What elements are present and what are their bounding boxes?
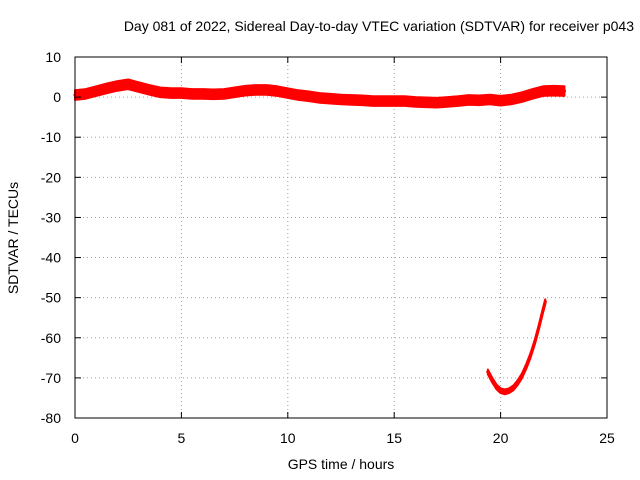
- data-point: [328, 97, 332, 101]
- data-point: [528, 354, 532, 358]
- data-point: [211, 92, 215, 96]
- data-point: [403, 99, 407, 103]
- data-point: [499, 389, 503, 393]
- y-tick-label: -80: [41, 410, 61, 426]
- y-tick-label: 0: [53, 89, 61, 105]
- data-point: [524, 365, 528, 369]
- data-point: [179, 91, 183, 95]
- data-point: [265, 88, 269, 92]
- tick-labels: 0 5 10 15 20 25 10 0 -10 -20 -30 -40 -50 -60 -70 -80: [41, 49, 615, 446]
- data-point: [488, 98, 492, 101]
- data-point: [190, 92, 194, 96]
- data-point: [467, 98, 471, 102]
- x-axis-label: GPS time / hours: [287, 456, 395, 472]
- data-point: [307, 94, 311, 98]
- data-point: [509, 98, 513, 101]
- data-point: [116, 84, 120, 88]
- y-tick-label: -50: [41, 290, 61, 306]
- data-point: [254, 88, 258, 92]
- data-point: [511, 386, 515, 390]
- data-point: [371, 99, 375, 103]
- y-tick-label: -60: [41, 330, 61, 346]
- data-point: [296, 93, 300, 97]
- series-band-2: [486, 298, 547, 396]
- data-point: [424, 100, 428, 104]
- series-band-1: [74, 78, 566, 109]
- data-point: [105, 86, 109, 90]
- data-point: [477, 98, 481, 102]
- data-point: [552, 89, 556, 93]
- data-point: [147, 88, 151, 92]
- x-tick-label: 5: [178, 430, 186, 446]
- data-point: [382, 99, 386, 103]
- data-point: [158, 90, 162, 94]
- data-point: [520, 95, 524, 99]
- data-point: [445, 100, 449, 104]
- data-point: [562, 89, 566, 93]
- data-point: [233, 90, 237, 94]
- data-series: [73, 78, 566, 396]
- data-point: [435, 101, 439, 105]
- y-tick-label: -30: [41, 209, 61, 225]
- x-tick-label: 0: [71, 430, 79, 446]
- data-point: [126, 82, 130, 86]
- data-point: [516, 381, 520, 385]
- data-point: [275, 89, 279, 93]
- data-point: [94, 89, 98, 93]
- x-tick-label: 20: [493, 430, 509, 446]
- series-line-2: [486, 300, 547, 394]
- data-point: [456, 99, 460, 103]
- chart-title: Day 081 of 2022, Sidereal Day-to-day VTE…: [123, 18, 634, 34]
- data-point: [350, 98, 354, 102]
- data-point: [541, 308, 545, 312]
- data-point: [499, 99, 503, 103]
- x-tick-label: 10: [280, 430, 296, 446]
- data-point: [490, 378, 494, 382]
- data-point: [537, 325, 541, 329]
- x-tick-label: 15: [386, 430, 402, 446]
- data-point: [201, 92, 205, 96]
- data-point: [222, 92, 226, 96]
- data-point: [84, 92, 88, 96]
- data-point: [531, 92, 535, 96]
- data-point: [413, 100, 417, 104]
- data-point: [494, 385, 498, 389]
- data-point: [520, 374, 524, 378]
- data-point: [360, 98, 364, 102]
- data-point: [392, 99, 396, 103]
- axis-ticks: [74, 56, 608, 419]
- y-tick-label: 10: [45, 49, 61, 65]
- y-tick-label: -20: [41, 169, 61, 185]
- y-axis-label: SDTVAR / TECUs: [5, 181, 21, 295]
- data-point: [318, 96, 322, 100]
- data-point: [339, 98, 343, 101]
- data-point: [286, 91, 290, 95]
- plot-frame: [74, 56, 608, 419]
- y-tick-label: -70: [41, 370, 61, 386]
- data-point: [503, 390, 507, 394]
- data-point: [507, 389, 511, 393]
- data-point: [169, 91, 173, 95]
- data-point: [541, 89, 545, 93]
- y-tick-label: -40: [41, 250, 61, 266]
- x-tick-label: 25: [599, 430, 615, 446]
- data-point: [543, 300, 547, 304]
- data-point: [533, 341, 537, 345]
- y-tick-label: -10: [41, 129, 61, 145]
- data-point: [243, 89, 247, 93]
- data-point: [486, 370, 490, 374]
- data-point: [137, 85, 141, 89]
